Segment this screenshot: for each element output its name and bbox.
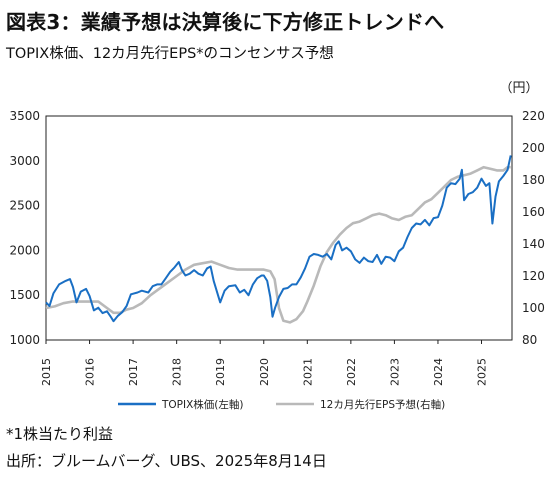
series-line-topix (45, 155, 512, 323)
x-axis-tick-label: 2016 (84, 358, 97, 386)
right-axis-tick-label: 200 (522, 141, 545, 155)
left-axis-tick-label: 2500 (9, 199, 40, 213)
left-axis-tick-label: 3000 (9, 154, 40, 168)
left-axis-tick-label: 1500 (9, 288, 40, 302)
x-axis-tick-label: 2021 (301, 358, 314, 386)
footnote: *1株当たり利益 (6, 425, 114, 443)
legend-item-eps-label: 12カ月先行EPS予想(右軸) (320, 398, 445, 411)
legend-item-topix-label: TOPIX株価(左軸) (161, 398, 244, 411)
x-axis-tick-label: 2023 (388, 358, 401, 386)
source-note: 出所：ブルームバーグ、UBS、2025年8月14日 (6, 452, 327, 470)
left-axis-tick-label: 3500 (9, 109, 40, 123)
x-axis-tick-label: 2019 (214, 358, 227, 386)
series-line-eps (45, 165, 511, 324)
x-axis-tick-label: 2020 (258, 358, 271, 386)
plot-frame (45, 115, 513, 341)
right-axis-tick-label: 220 (522, 109, 545, 123)
left-axis-tick-label: 2000 (9, 243, 40, 257)
x-axis-tick-label: 2015 (40, 358, 53, 386)
x-axis-tick-label: 2024 (432, 358, 445, 386)
x-axis-tick-label: 2022 (345, 358, 358, 386)
right-axis-unit-label: （円） (499, 81, 538, 96)
page-title: 図表3：業績予想は決算後に下方修正トレンドへ (6, 10, 445, 34)
right-axis-tick-label: 160 (522, 205, 545, 219)
right-axis-tick-label: 180 (522, 173, 545, 187)
chart-subtitle: TOPIX株価、12カ月先行EPS*のコンセンサス予想 (6, 46, 334, 62)
x-axis-tick-label: 2025 (476, 358, 489, 386)
x-axis-tick-label: 2018 (171, 358, 184, 386)
x-axis-tick-label: 2017 (127, 358, 140, 386)
right-axis-tick-label: 120 (522, 269, 545, 283)
right-axis-tick-label: 100 (522, 301, 545, 315)
right-axis-tick-label: 140 (522, 237, 545, 251)
left-axis-tick-label: 1000 (9, 333, 40, 347)
chart-legend: TOPIX株価(左軸) 12カ月先行EPS予想(右軸) (118, 398, 445, 411)
line-chart: （円） 1000 1500 2000 2500 3000 3500 80 100 120 140 1… (9, 81, 545, 411)
right-axis-tick-label: 80 (522, 333, 537, 347)
